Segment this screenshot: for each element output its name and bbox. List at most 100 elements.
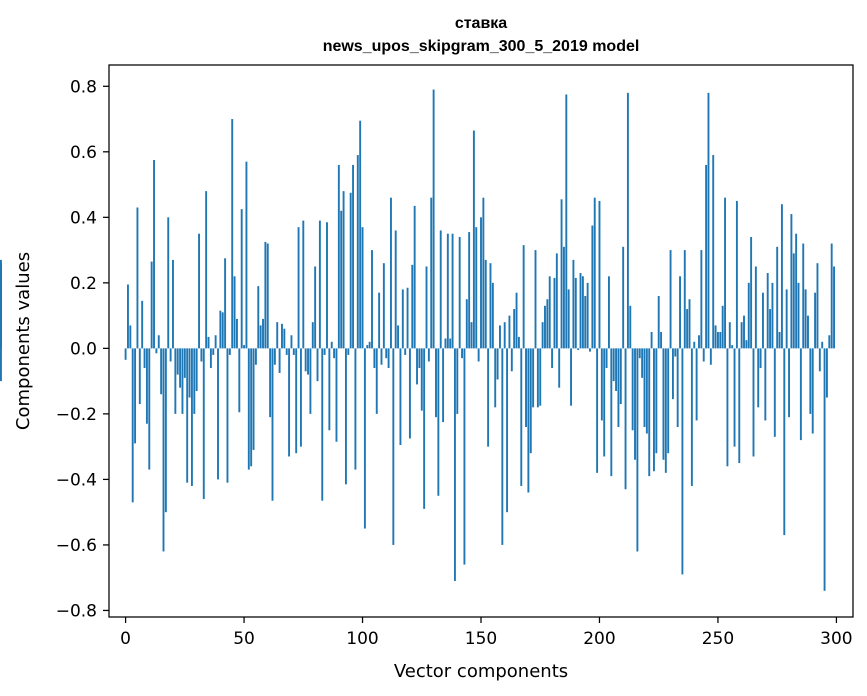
bar [371, 250, 373, 349]
bar [190, 348, 193, 486]
bar [714, 325, 717, 349]
bar [299, 348, 302, 447]
bar [465, 299, 468, 349]
bar [453, 348, 456, 581]
bar [496, 348, 499, 380]
bar [399, 348, 402, 446]
bar [804, 289, 807, 349]
bar [814, 292, 817, 349]
bar [252, 348, 255, 450]
bar [584, 295, 587, 349]
bar [517, 336, 520, 349]
bar [202, 348, 205, 500]
bar [193, 348, 196, 414]
bar [558, 348, 561, 388]
bar [828, 335, 831, 349]
bar [688, 299, 691, 349]
x-tick-label: 300 [820, 629, 852, 649]
bar [825, 348, 828, 398]
y-tick-label: 0.6 [70, 143, 97, 163]
bar [387, 348, 390, 369]
bar [589, 348, 591, 352]
bar [145, 348, 148, 424]
bar [231, 119, 234, 349]
bar [480, 217, 482, 349]
bar [683, 250, 686, 349]
bar [771, 282, 774, 349]
y-tick-label: −0.2 [56, 405, 97, 425]
bar [217, 348, 219, 480]
bar [529, 348, 532, 454]
bar [262, 318, 264, 349]
bar [127, 284, 129, 349]
bar [738, 348, 741, 464]
bar [368, 341, 371, 349]
bar [404, 348, 407, 355]
bar [816, 263, 819, 349]
bar [750, 236, 753, 349]
bar [418, 348, 421, 369]
bar [188, 348, 191, 398]
bar [728, 322, 731, 349]
bar [297, 227, 300, 349]
chart-subtitle: news_upos_skipgram_300_5_2019 model [323, 38, 640, 55]
bar [619, 348, 622, 405]
bar [598, 200, 601, 349]
bar [719, 331, 722, 349]
bar [449, 338, 452, 349]
bar [802, 243, 805, 349]
bar [155, 348, 158, 354]
bar [541, 322, 544, 349]
bar [238, 348, 241, 413]
bar [271, 348, 274, 501]
bar [562, 246, 565, 349]
bar [0, 348, 2, 382]
bar [499, 325, 501, 349]
bar [797, 282, 800, 349]
bar [721, 305, 724, 349]
bar [200, 348, 203, 362]
bar [686, 309, 689, 349]
bar [506, 348, 509, 513]
bar [385, 348, 388, 359]
bar [169, 348, 172, 362]
bar [700, 250, 703, 349]
bar [709, 348, 712, 365]
y-axis-label: Components values [13, 252, 34, 430]
bar [162, 348, 165, 552]
bar [743, 315, 745, 349]
bar [657, 295, 660, 349]
bar [712, 155, 715, 349]
bar [470, 322, 473, 349]
bar [515, 292, 518, 349]
bar [352, 164, 354, 349]
bar [698, 335, 700, 349]
bar [401, 289, 404, 349]
bar [778, 331, 781, 349]
bar [420, 348, 423, 411]
bar [610, 348, 613, 477]
bar [153, 160, 155, 349]
bar [219, 310, 222, 349]
bar [285, 348, 288, 355]
bar [615, 348, 618, 391]
bar [148, 348, 151, 470]
bar [638, 348, 641, 359]
bar [664, 348, 667, 473]
bar [309, 348, 312, 414]
bar [759, 348, 762, 369]
bar [323, 348, 326, 355]
bar [586, 282, 589, 349]
bar [574, 277, 577, 349]
y-tick-label: −0.4 [56, 470, 97, 490]
bar [783, 348, 786, 536]
bar [769, 309, 772, 349]
bar [198, 233, 200, 349]
bar [539, 348, 542, 406]
bar [645, 348, 648, 434]
bar [408, 348, 411, 439]
bar [513, 309, 516, 349]
bar [295, 348, 298, 454]
bar [560, 199, 563, 349]
bar [494, 348, 497, 408]
